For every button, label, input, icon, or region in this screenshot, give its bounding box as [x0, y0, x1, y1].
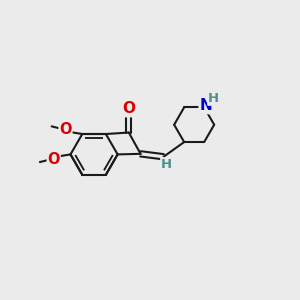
- Text: H: H: [161, 158, 172, 171]
- Text: O: O: [122, 101, 135, 116]
- Text: N: N: [199, 98, 212, 113]
- Text: H: H: [208, 92, 219, 105]
- Text: O: O: [47, 152, 60, 166]
- Text: O: O: [59, 122, 72, 137]
